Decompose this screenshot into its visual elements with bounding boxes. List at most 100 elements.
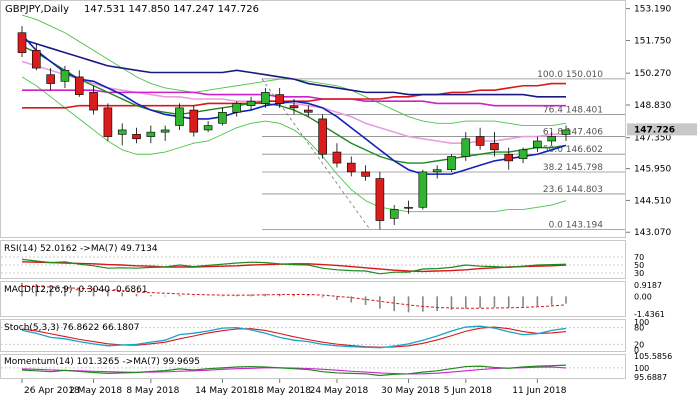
- candle-body: [404, 206, 413, 209]
- rsi-tick-label: 50: [634, 261, 644, 270]
- stoch-panel-frame: [0, 319, 626, 352]
- price-tick-label: 143.070: [634, 228, 671, 238]
- candle-body: [60, 69, 70, 82]
- candle-body: [533, 140, 542, 148]
- candle-body: [17, 32, 27, 53]
- axes: 153.190 151.750 150.270 148.830 147.350 145.9…: [21, 5, 697, 396]
- candle-body: [318, 118, 327, 155]
- price-tick-label: 148.830: [634, 101, 671, 111]
- fib-level-label: 61.8 147.406: [543, 127, 603, 137]
- fib-level-label: 38.2 145.798: [543, 163, 603, 173]
- fib-level-label: 50.0 146.602: [543, 145, 603, 155]
- price-tick-label: 153.190: [634, 5, 671, 15]
- x-tick-label: 11 Jun 2018: [512, 386, 566, 396]
- fib-level-label: 23.6 144.803: [543, 185, 603, 195]
- macd-tick-label: 0.00: [634, 292, 652, 301]
- candle-body: [332, 151, 342, 164]
- candle-body: [289, 105, 299, 109]
- momentum-label: Momentum(14) 101.3265 ->MA(7) 99.9695: [4, 357, 200, 367]
- band-lower-line: [21, 76, 567, 213]
- macd-label: MACD(12,26,9) -0.3040 -0.6861: [4, 285, 148, 295]
- momentum-tick-label: 95.6887: [634, 373, 667, 382]
- price-tick-label: 151.750: [634, 36, 671, 46]
- current-price-box: [627, 123, 697, 136]
- macd-tick-label: -1.4361: [634, 310, 665, 319]
- x-tick-label: 5 Jun 2018: [444, 386, 493, 396]
- momentum-line: [21, 364, 567, 377]
- stoch-tick-label: 0: [634, 346, 639, 355]
- candle-body: [461, 138, 471, 157]
- candle-body: [246, 100, 256, 106]
- candle-body: [261, 92, 270, 104]
- candle-body: [275, 94, 284, 104]
- candle-body: [146, 131, 156, 137]
- candle-body: [304, 109, 313, 113]
- candle-body: [232, 103, 242, 113]
- rsi-line: [21, 258, 567, 275]
- ma-magenta-line: [22, 89, 566, 107]
- fib-level-label: 100.0 150.010: [537, 70, 603, 80]
- rsi-tick-label: 30: [634, 269, 644, 278]
- x-tick-label: 8 May 2018: [126, 386, 179, 396]
- candle-body: [490, 142, 499, 151]
- candle-body: [518, 149, 528, 159]
- candle-body: [74, 76, 84, 95]
- x-tick-label: 30 May 2018: [381, 386, 440, 396]
- stoch-label: Stoch(5,3,3) 76.8622 66.1807: [4, 323, 139, 333]
- price-tick-label: 144.510: [634, 196, 671, 206]
- candle-body: [203, 125, 213, 131]
- stoch-k-line: [21, 325, 567, 349]
- macd-signal-line: [22, 285, 567, 309]
- momentum-tick-label: 100: [634, 364, 649, 373]
- candle-body: [447, 156, 456, 171]
- momentum-panel-frame: [0, 354, 626, 379]
- candle-body: [375, 178, 385, 221]
- candle-body: [218, 111, 227, 124]
- stoch-d-line: [21, 326, 567, 348]
- x-tick-label: 2 May 2018: [69, 386, 122, 396]
- candles: [17, 26, 571, 230]
- candle-body: [117, 129, 127, 135]
- stoch-tick-label: 20: [634, 340, 644, 349]
- ma-navy-line: [21, 38, 566, 98]
- macd-tick-label: 0.9187: [634, 281, 662, 290]
- rsi-label: RSI(14) 52.0162 ->MA(7) 49.7134: [4, 244, 158, 254]
- indicator-series: [1, 256, 625, 377]
- candle-body: [418, 171, 428, 208]
- x-tick-label: 14 May 2018: [195, 386, 254, 396]
- candle-body: [547, 136, 556, 142]
- candle-body: [46, 74, 55, 84]
- chart-header-ohlc: 147.531 147.850 147.247 147.726: [84, 4, 259, 15]
- candle-body: [175, 107, 184, 126]
- macd-panel-frame: [0, 281, 626, 317]
- rsi-ma-line: [21, 261, 567, 273]
- candle-body: [504, 153, 514, 162]
- stoch-tick-label: 100: [634, 318, 649, 327]
- x-tick-label: 26 Apr 2018: [24, 386, 80, 396]
- fib-level-label: 76.4 148.401: [543, 105, 603, 115]
- x-tick-label: 24 May 2018: [310, 386, 369, 396]
- candle-body: [103, 107, 113, 137]
- price-tick-label: 145.950: [634, 165, 671, 175]
- candle-body: [561, 129, 571, 135]
- momentum-ma-line: [21, 366, 567, 375]
- price-tick-label: 150.270: [634, 69, 671, 79]
- candle-body: [132, 134, 141, 140]
- momentum-tick-label: 105.5856: [634, 352, 672, 361]
- candle-body: [89, 92, 98, 111]
- price-tick-label: 147.350: [634, 134, 671, 144]
- candle-body: [389, 209, 399, 219]
- candle-body: [189, 109, 199, 133]
- candle-body: [160, 129, 170, 133]
- candle-body: [432, 169, 442, 173]
- candle-body: [475, 136, 485, 146]
- chart-header-symbol: GBPJPY,Daily: [5, 4, 69, 15]
- current-price-label: 147.726: [634, 125, 675, 135]
- rsi-tick-label: 70: [634, 253, 644, 262]
- rsi-panel-frame: [0, 240, 626, 279]
- stoch-tick-label: 80: [634, 324, 644, 333]
- fib-level-label: 0.0 143.194: [549, 221, 604, 231]
- candle-body: [346, 162, 356, 173]
